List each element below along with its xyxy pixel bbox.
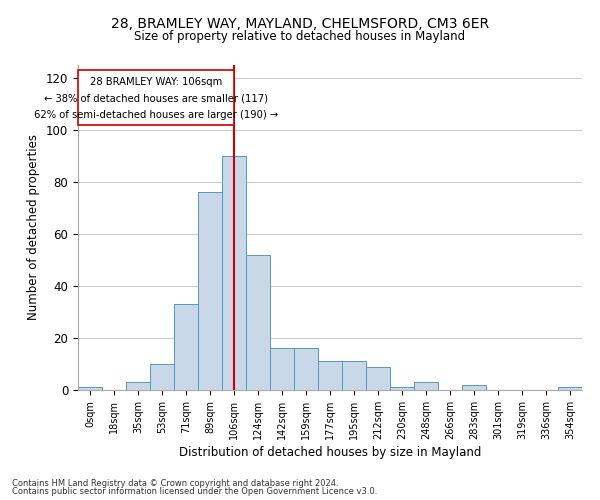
Text: 28 BRAMLEY WAY: 106sqm: 28 BRAMLEY WAY: 106sqm [90,77,222,87]
Text: Size of property relative to detached houses in Mayland: Size of property relative to detached ho… [134,30,466,43]
Bar [462,385,486,390]
Text: 28, BRAMLEY WAY, MAYLAND, CHELMSFORD, CM3 6ER: 28, BRAMLEY WAY, MAYLAND, CHELMSFORD, CM… [111,18,489,32]
Bar [318,362,342,390]
Bar [174,304,198,390]
Bar [78,70,234,125]
Bar [294,348,318,390]
Bar [78,388,102,390]
Text: Contains public sector information licensed under the Open Government Licence v3: Contains public sector information licen… [12,487,377,496]
Bar [558,388,582,390]
Bar [342,362,366,390]
Bar [222,156,246,390]
Bar [198,192,222,390]
Text: ← 38% of detached houses are smaller (117): ← 38% of detached houses are smaller (11… [44,94,268,104]
Bar [414,382,438,390]
Bar [150,364,174,390]
Bar [246,255,270,390]
Bar [366,366,390,390]
Bar [126,382,150,390]
Y-axis label: Number of detached properties: Number of detached properties [28,134,40,320]
Bar [270,348,294,390]
Text: Contains HM Land Registry data © Crown copyright and database right 2024.: Contains HM Land Registry data © Crown c… [12,478,338,488]
Text: 62% of semi-detached houses are larger (190) →: 62% of semi-detached houses are larger (… [34,110,278,120]
X-axis label: Distribution of detached houses by size in Mayland: Distribution of detached houses by size … [179,446,481,459]
Bar [390,388,414,390]
